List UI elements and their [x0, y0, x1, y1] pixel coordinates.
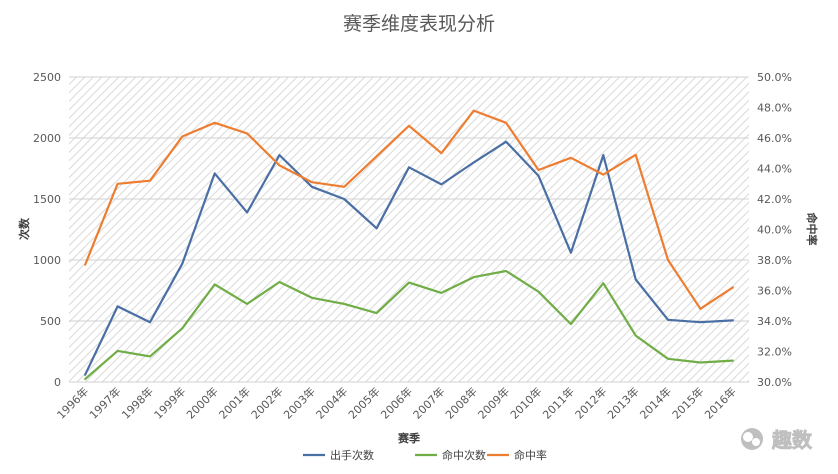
x-tick-label: 2001年	[216, 384, 253, 421]
x-tick-label: 1997年	[86, 384, 123, 421]
y-right-tick-label: 30.0%	[757, 376, 792, 389]
x-tick-label: 2014年	[637, 384, 674, 421]
x-tick-label: 2013年	[604, 384, 641, 421]
x-tick-label: 1998年	[119, 384, 156, 421]
x-axis-ticks: 1996年1997年1998年1999年2000年2001年2002年2003年…	[54, 384, 739, 421]
right-axis-ticks: 30.0% 32.0% 34.0% 36.0% 38.0% 40.0% 42.0% 44.0%…	[757, 71, 792, 389]
y-axis-left-label: 次数	[17, 217, 31, 240]
y-left-tick-label: 0	[54, 376, 61, 389]
y-left-tick-label: 500	[40, 315, 61, 328]
legend-label: 出手次数	[330, 448, 374, 462]
x-tick-label: 2009年	[475, 384, 512, 421]
y-left-tick-label: 1500	[33, 193, 61, 206]
x-tick-label: 2000年	[183, 384, 220, 421]
y-right-tick-label: 48.0%	[757, 102, 792, 115]
y-right-tick-label: 46.0%	[757, 132, 792, 145]
y-right-tick-label: 50.0%	[757, 71, 792, 84]
series-line-3	[84, 109, 734, 310]
plot-area	[69, 77, 749, 382]
x-tick-label: 1999年	[151, 384, 188, 421]
legend: 出手次数 命中次数 命中率	[303, 448, 547, 462]
left-axis-ticks: 0 500 1000 1500 2000 2500	[33, 71, 61, 389]
chart-title: 赛季维度表现分析	[343, 13, 495, 35]
y-right-tick-label: 42.0%	[757, 193, 792, 206]
x-tick-label: 2002年	[248, 384, 285, 421]
series-line-1	[84, 140, 734, 376]
y-right-tick-label: 32.0%	[757, 346, 792, 359]
y-right-tick-label: 44.0%	[757, 163, 792, 176]
x-tick-label: 2010年	[507, 384, 544, 421]
x-tick-label: 2004年	[313, 384, 350, 421]
y-right-tick-label: 36.0%	[757, 285, 792, 298]
wechat-icon-bubble-small	[752, 438, 760, 446]
y-left-tick-label: 1000	[33, 254, 61, 267]
y-axis-right-label: 命中率	[805, 212, 819, 246]
x-tick-label: 2016年	[701, 384, 738, 421]
legend-label: 命中率	[514, 448, 547, 462]
x-tick-label: 2008年	[442, 384, 479, 421]
x-tick-label: 2011年	[540, 384, 577, 421]
legend-label: 命中次数	[442, 448, 486, 462]
y-left-tick-label: 2500	[33, 71, 61, 84]
x-tick-label: 2005年	[345, 384, 382, 421]
y-right-tick-label: 40.0%	[757, 224, 792, 237]
x-tick-label: 2012年	[572, 384, 609, 421]
series-line-2	[84, 269, 734, 380]
x-tick-label: 2006年	[378, 384, 415, 421]
y-right-tick-label: 38.0%	[757, 254, 792, 267]
watermark-text: 趣数	[771, 428, 813, 452]
x-tick-label: 2003年	[281, 384, 318, 421]
series-layer	[84, 109, 734, 380]
x-tick-label: 2015年	[669, 384, 706, 421]
y-right-tick-label: 34.0%	[757, 315, 792, 328]
wechat-icon-bubble	[743, 432, 753, 442]
watermark: 趣数	[741, 428, 813, 452]
x-axis-label: 赛季	[397, 431, 421, 445]
x-tick-label: 2007年	[410, 384, 447, 421]
x-tick-label: 1996年	[54, 384, 91, 421]
y-left-tick-label: 2000	[33, 132, 61, 145]
